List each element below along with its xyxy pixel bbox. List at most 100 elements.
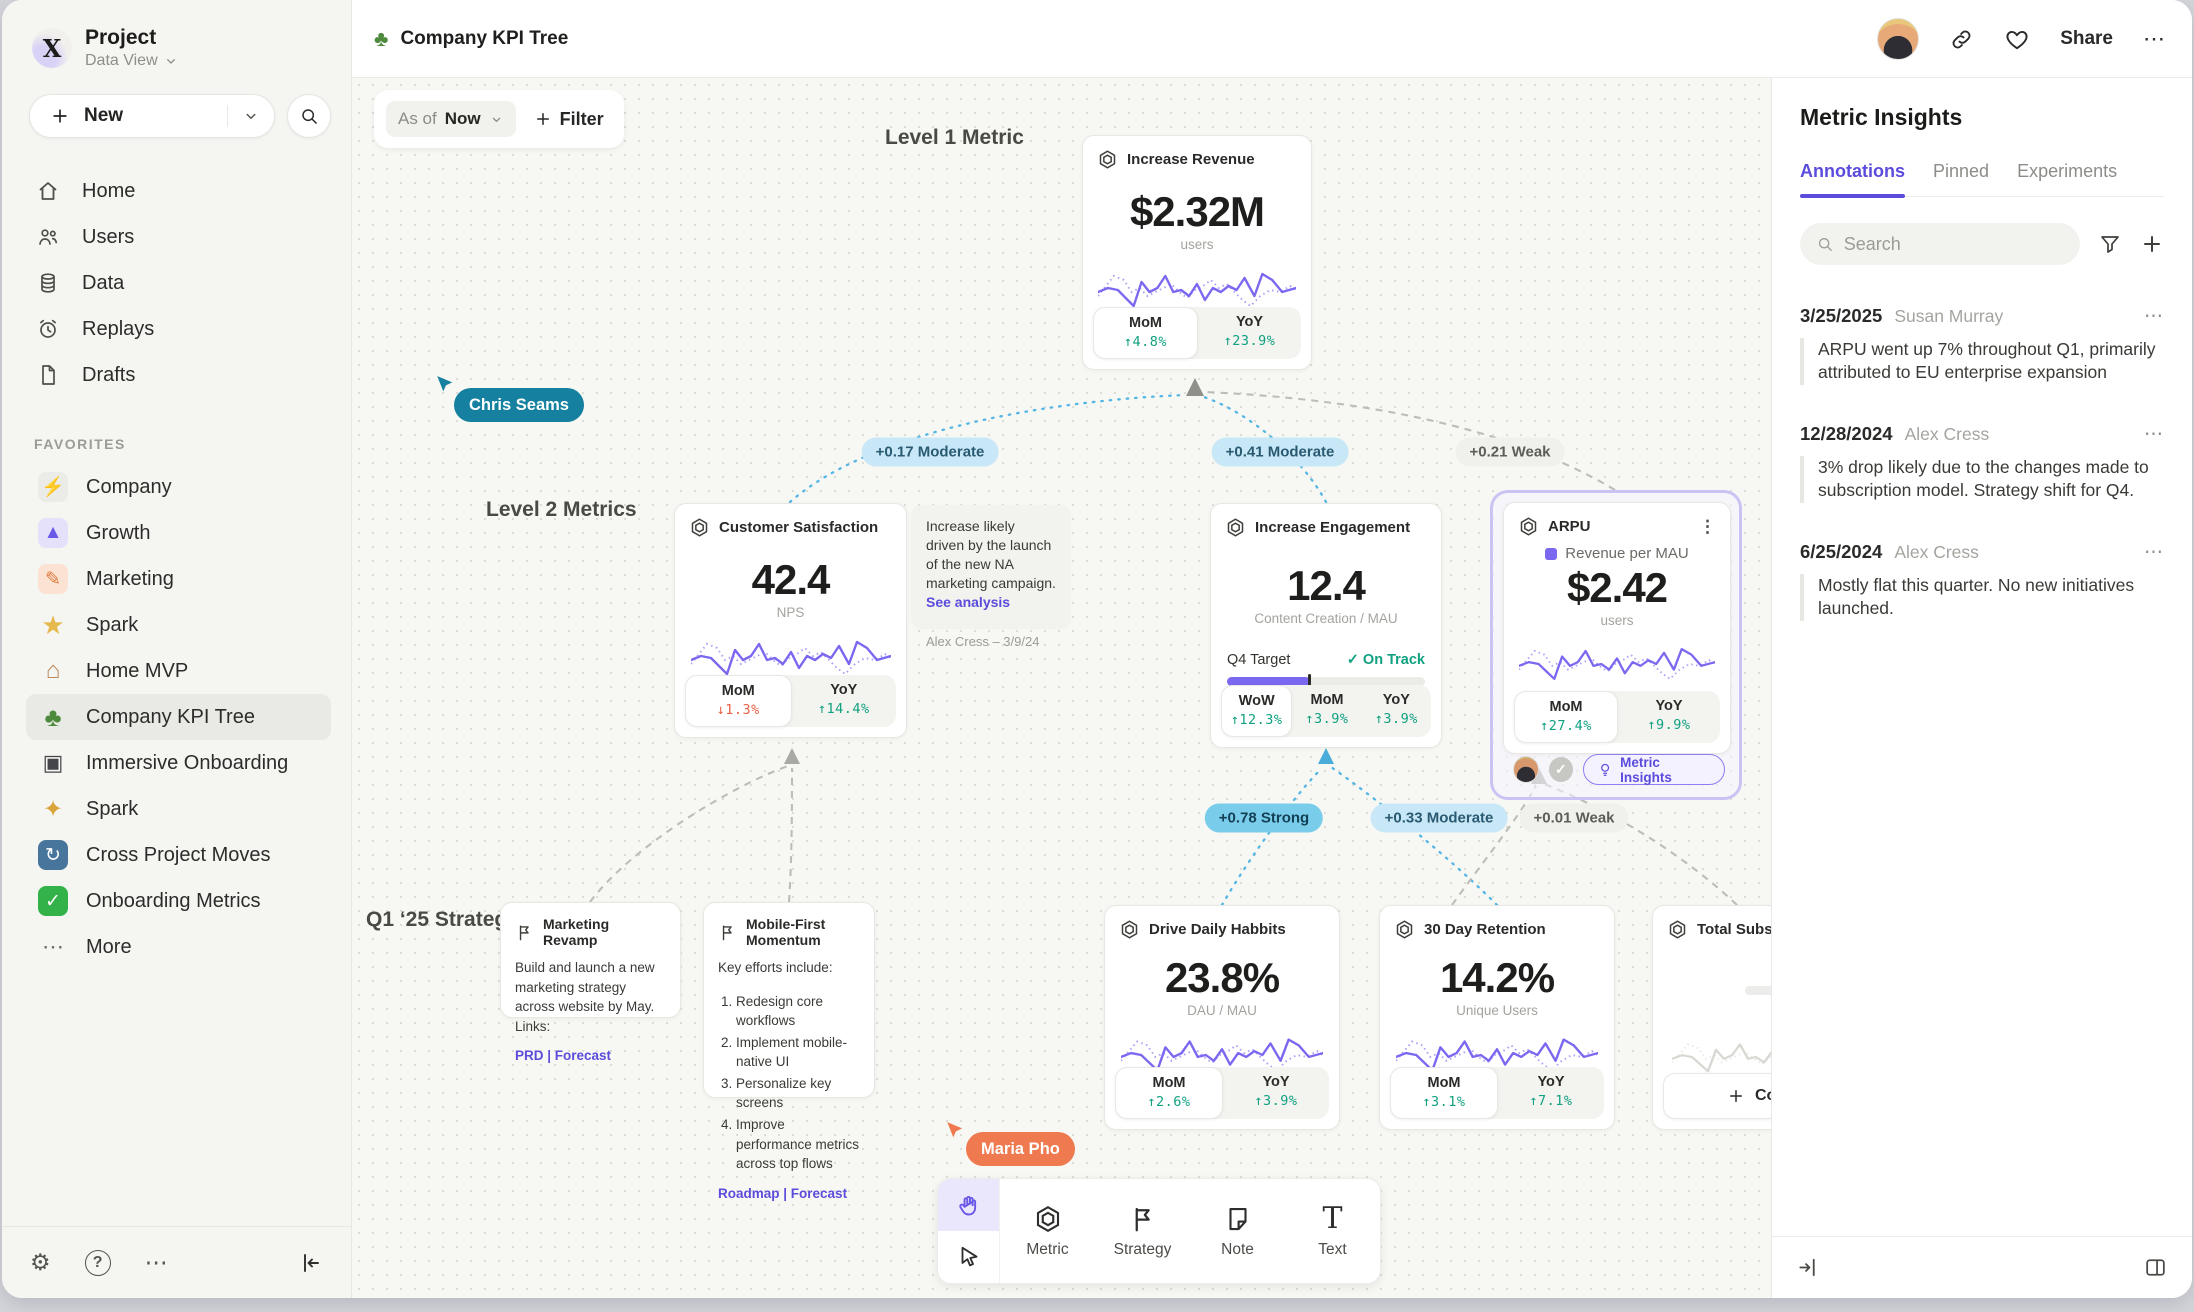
favorite-item-cross-project-moves[interactable]: ↻ Cross Project Moves	[26, 832, 331, 878]
favorite-item-marketing[interactable]: ✎ Marketing	[26, 556, 331, 602]
metric-badge-icon	[1119, 919, 1140, 940]
as-of-selector[interactable]: As of Now	[386, 101, 516, 137]
metric-card-30-day-retention[interactable]: 30 Day Retention 14.2% Unique Users MoM ↑…	[1379, 905, 1615, 1130]
stats-row: MoM ↑27.4% YoY ↑9.9%	[1514, 691, 1720, 743]
add-annotation-icon[interactable]	[2140, 232, 2164, 256]
flag-icon	[718, 923, 737, 942]
chevron-down-icon[interactable]	[242, 107, 260, 125]
metric-value: $2.32M	[1129, 188, 1265, 235]
annotations-search[interactable]	[1800, 223, 2080, 265]
share-button[interactable]: Share	[2060, 28, 2113, 49]
sidebar-item-home[interactable]: Home	[2, 168, 351, 214]
annotation-item[interactable]: 12/28/2024 Alex Cress ⋯ 3% drop likely d…	[1800, 423, 2164, 503]
strategy-card-marketing-revamp[interactable]: Marketing Revamp Build and launch a new …	[500, 902, 681, 1063]
annotation-item[interactable]: 3/25/2025 Susan Murray ⋯ ARPU went up 7%…	[1800, 305, 2164, 385]
metric-card-increase-engagement[interactable]: Increase Engagement 12.4 Content Creatio…	[1210, 503, 1442, 748]
tab-experiments[interactable]: Experiments	[2017, 161, 2118, 181]
project-view-switcher[interactable]: Data View	[85, 52, 179, 70]
new-button[interactable]: New	[29, 94, 275, 138]
panel-footer	[1772, 1236, 2192, 1298]
search-icon	[299, 106, 319, 126]
favorites-more-button[interactable]: ⋯ More	[26, 924, 331, 970]
tree-icon: ♣	[374, 26, 389, 51]
home-icon	[36, 179, 60, 203]
card-menu-icon[interactable]: ⋮	[1699, 516, 1716, 536]
edge-label: +0.01 Weak	[1519, 803, 1629, 833]
tool-note[interactable]: Note	[1190, 1179, 1285, 1283]
select-tool-button[interactable]	[938, 1231, 999, 1283]
q4-target-label: Q4 Target	[1227, 652, 1291, 668]
metric-card-arpu[interactable]: ARPU ⋮ Revenue per MAU $2.42 users MoM ↑27…	[1503, 502, 1731, 754]
favorite-item-company[interactable]: ⚡ Company	[26, 464, 331, 510]
heart-icon[interactable]	[2004, 26, 2030, 52]
annotation-item[interactable]: 6/25/2024 Alex Cress ⋯ Mostly flat this …	[1800, 541, 2164, 621]
strategy-links[interactable]: Roadmap | Forecast	[718, 1185, 848, 1201]
annotation-menu-icon[interactable]: ⋯	[2144, 541, 2164, 563]
sidebar-nav: Home Users Data Replays Drafts	[2, 168, 351, 398]
search-button[interactable]	[287, 94, 331, 138]
metric-card-increase-revenue[interactable]: Increase Revenue $2.32M users MoM ↑4.8% Y…	[1082, 135, 1312, 370]
metric-badge-icon	[689, 517, 710, 538]
cursor-icon	[956, 1244, 982, 1270]
metric-card-total-subscriptions[interactable]: Total Subscript Connect	[1652, 905, 1774, 1130]
split-view-icon[interactable]	[2143, 1255, 2168, 1280]
tab-annotations[interactable]: Annotations	[1800, 161, 1905, 198]
sidebar-item-data[interactable]: Data	[2, 260, 351, 306]
text-tool-icon: T	[1322, 1200, 1343, 1236]
panel-tabs: Annotations Pinned Experiments	[1800, 161, 2164, 198]
favorite-item-spark-2[interactable]: ✦ Spark	[26, 786, 331, 832]
favorite-item-growth[interactable]: ▲ Growth	[26, 510, 331, 556]
canvas-note[interactable]: Increase likely driven by the launch of …	[912, 505, 1070, 649]
sparkline-chart	[1519, 638, 1715, 690]
tab-pinned[interactable]: Pinned	[1933, 161, 1990, 181]
metric-card-customer-satisfaction[interactable]: Customer Satisfaction 42.4 NPS MoM ↓1.3% …	[674, 503, 907, 738]
sidebar-item-users[interactable]: Users	[2, 214, 351, 260]
collapse-panel-icon[interactable]	[1796, 1256, 1819, 1279]
strategy-intro: Key efforts include:	[718, 960, 833, 975]
pan-tool-button[interactable]	[938, 1179, 999, 1231]
metric-card-drive-daily-habbits[interactable]: Drive Daily Habbits 23.8% DAU / MAU MoM ↑…	[1104, 905, 1340, 1130]
user-avatar[interactable]	[1877, 18, 1920, 60]
metric-insights-button[interactable]: Metric Insights	[1582, 754, 1725, 785]
annotation-menu-icon[interactable]: ⋯	[2144, 423, 2164, 445]
favorite-item-immersive-onboarding[interactable]: ▣ Immersive Onboarding	[26, 740, 331, 786]
see-analysis-link[interactable]: See analysis	[926, 593, 1011, 610]
help-icon[interactable]: ?	[84, 1249, 111, 1276]
tool-text[interactable]: T Text	[1318, 1200, 1347, 1258]
hand-icon	[955, 1192, 982, 1219]
more-options-icon[interactable]: ⋯	[144, 1249, 168, 1275]
star-icon: ★	[41, 609, 65, 640]
rocket-icon: ▲	[38, 518, 68, 548]
metric-unit: Unique Users	[1456, 1003, 1538, 1018]
strategy-card-mobile-first-momentum[interactable]: Mobile-First Momentum Key efforts includ…	[703, 902, 875, 1201]
overflow-menu-icon[interactable]: ⋯	[2143, 26, 2166, 51]
sidebar-footer: ⚙ ? ⋯	[2, 1226, 351, 1298]
filter-funnel-icon[interactable]	[2098, 232, 2122, 256]
cycle-icon: ↻	[38, 840, 68, 870]
tool-strategy[interactable]: Strategy	[1095, 1179, 1190, 1283]
collapse-sidebar-icon[interactable]	[299, 1251, 323, 1275]
collaborator-avatar	[1513, 756, 1539, 783]
settings-gear-icon[interactable]: ⚙	[30, 1249, 51, 1275]
favorite-item-home-mvp[interactable]: ⌂ Home MVP	[26, 648, 331, 694]
copy-link-icon[interactable]	[1949, 27, 1974, 52]
annotation-menu-icon[interactable]: ⋯	[2144, 306, 2164, 327]
strategy-links[interactable]: PRD | Forecast	[515, 1048, 612, 1064]
sparkles-icon: ✦	[42, 795, 64, 823]
add-filter-button[interactable]: Filter	[534, 109, 604, 130]
search-input[interactable]	[1843, 233, 2064, 255]
series-legend: Revenue per MAU	[1504, 545, 1730, 562]
connect-data-button[interactable]: Connect	[1663, 1073, 1774, 1119]
brush-icon: ✎	[38, 564, 68, 594]
kpi-tree-canvas[interactable]: As of Now Filter Level 1 Metric Level 2 …	[352, 78, 1774, 1298]
note-icon	[1223, 1204, 1253, 1234]
metric-badge-icon	[1518, 516, 1539, 537]
sidebar-item-replays[interactable]: Replays	[2, 306, 351, 352]
favorite-item-onboarding-metrics[interactable]: ✓ Onboarding Metrics	[26, 878, 331, 924]
favorite-item-company-kpi-tree[interactable]: ♣ Company KPI Tree	[26, 694, 331, 740]
favorite-item-spark[interactable]: ★ Spark	[26, 602, 331, 648]
users-icon	[36, 225, 60, 249]
tool-metric[interactable]: Metric	[1000, 1179, 1095, 1283]
sidebar-item-drafts[interactable]: Drafts	[2, 352, 351, 398]
